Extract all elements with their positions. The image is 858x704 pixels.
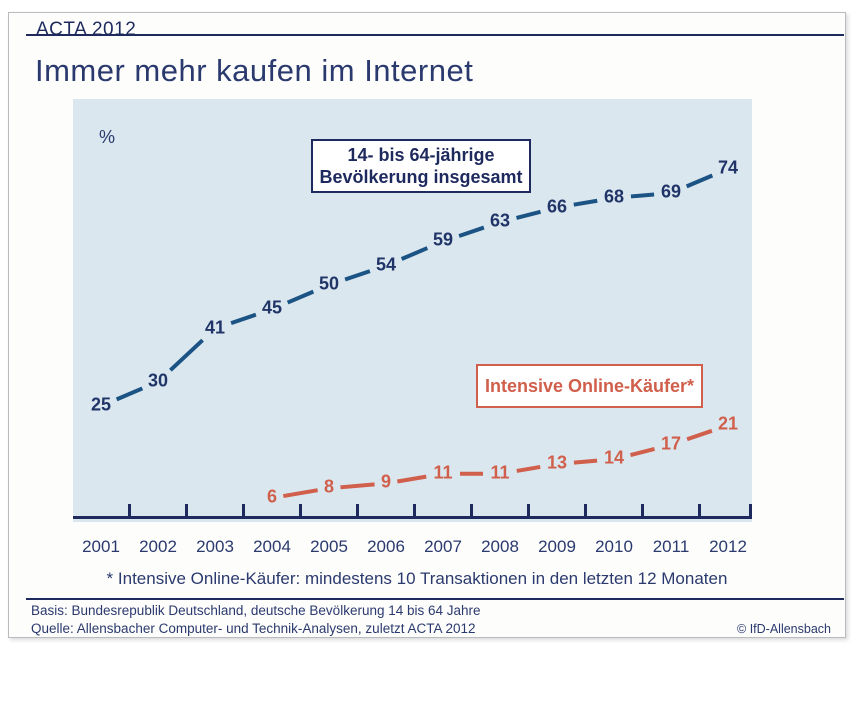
line-segment-series-0 — [685, 173, 714, 189]
data-point-label: 69 — [660, 181, 682, 202]
slide-card: ACTA 2012 Immer mehr kaufen im Internet … — [8, 12, 846, 638]
line-segment-series-0 — [515, 209, 542, 220]
data-point-label: 63 — [489, 210, 511, 231]
data-point-label: 25 — [90, 394, 112, 415]
x-axis-labels: 2001 2002 2003 2004 2005 2006 2007 2008 2009 2010… — [73, 537, 752, 559]
legend-intensive-buyers: Intensive Online-Käufer* — [476, 364, 703, 408]
line-segment-series-0 — [169, 338, 204, 372]
data-point-label: 41 — [204, 317, 226, 338]
data-point-label: 14 — [603, 447, 625, 468]
chart-plot-area: % 14- bis 64-jährige Bevölkerung insgesa… — [73, 99, 752, 522]
page-title: Immer mehr kaufen im Internet — [35, 53, 474, 88]
year-label: 2001 — [82, 537, 120, 556]
year-label: 2009 — [538, 537, 576, 556]
line-segment-series-1 — [686, 428, 713, 442]
axis-tick — [413, 504, 416, 516]
line-segment-series-1 — [340, 482, 375, 490]
data-point-label: 74 — [717, 157, 739, 178]
line-segment-series-0 — [344, 269, 371, 282]
axis-tick — [242, 504, 245, 516]
axis-tick — [299, 504, 302, 516]
line-segment-series-0 — [230, 312, 257, 325]
year-label: 2004 — [253, 537, 291, 556]
chart-footnote: * Intensive Online-Käufer: mindestens 10… — [106, 569, 728, 588]
axis-tick — [749, 504, 752, 516]
axis-tick — [356, 504, 359, 516]
line-segment-series-0 — [458, 225, 485, 238]
axis-tick — [584, 504, 587, 516]
data-point-label: 9 — [380, 471, 392, 492]
data-point-label: 30 — [147, 370, 169, 391]
axis-tick — [527, 504, 530, 516]
year-label: 2006 — [367, 537, 405, 556]
source-note: Quelle: Allensbacher Computer- und Techn… — [31, 621, 476, 636]
line-segment-series-0 — [115, 386, 144, 402]
axis-tick — [698, 504, 701, 516]
line-segment-series-0 — [400, 246, 429, 261]
data-point-label: 50 — [318, 273, 340, 294]
data-point-label: 11 — [433, 462, 453, 483]
line-segment-series-1 — [397, 474, 427, 484]
data-point-label: 13 — [546, 452, 568, 473]
header-rule — [26, 34, 844, 36]
line-segment-series-1 — [629, 446, 656, 457]
line-segment-series-1 — [573, 458, 598, 465]
data-point-label: 11 — [490, 462, 510, 483]
line-segment-series-0 — [286, 289, 315, 305]
data-point-label: 59 — [432, 229, 454, 250]
footer-rule — [26, 598, 844, 600]
data-point-label: 68 — [603, 186, 625, 207]
x-axis-line — [73, 516, 752, 519]
copyright-note: © IfD-Allensbach — [737, 622, 831, 636]
basis-note: Basis: Bundesrepublik Deutschland, deuts… — [31, 603, 481, 618]
year-label: 2010 — [595, 537, 633, 556]
axis-tick — [128, 504, 131, 516]
data-point-label: 21 — [717, 413, 739, 434]
year-label: 2003 — [196, 537, 234, 556]
legend-population-total: 14- bis 64-jährige Bevölkerung insgesamt — [311, 139, 531, 193]
year-label: 2012 — [709, 537, 747, 556]
data-point-label: 8 — [323, 476, 335, 497]
line-segment-series-1 — [516, 464, 541, 473]
report-label: ACTA 2012 — [36, 19, 137, 40]
year-label: 2008 — [481, 537, 519, 556]
line-segment-series-0 — [573, 198, 598, 207]
axis-tick — [641, 504, 644, 516]
axis-tick — [470, 504, 473, 516]
data-point-label: 45 — [261, 297, 283, 318]
data-point-label: 66 — [546, 196, 568, 217]
data-point-label: 17 — [660, 433, 682, 454]
y-axis-unit-label: % — [99, 127, 116, 147]
year-label: 2005 — [310, 537, 348, 556]
data-point-label: 54 — [375, 254, 397, 275]
axis-tick — [185, 504, 188, 516]
year-label: 2002 — [139, 537, 177, 556]
chart-canvas — [73, 173, 752, 519]
year-label: 2011 — [652, 537, 690, 556]
data-point-label: 6 — [266, 486, 278, 507]
line-segment-series-1 — [283, 488, 318, 499]
line-segment-series-0 — [630, 192, 655, 199]
year-label: 2007 — [424, 537, 462, 556]
